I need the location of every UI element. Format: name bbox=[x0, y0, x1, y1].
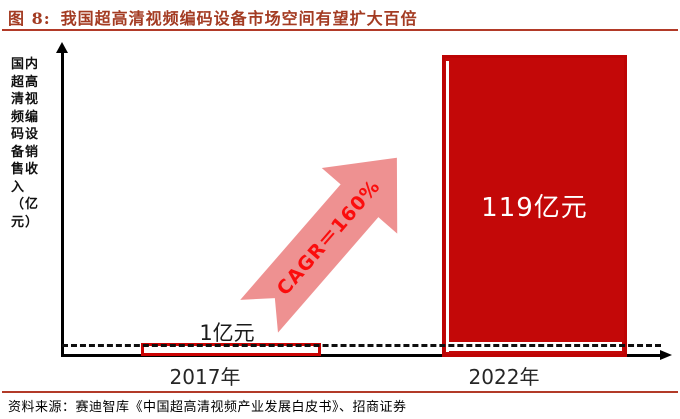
growth-arrow-icon: CAGR＝160% bbox=[240, 157, 398, 333]
y-axis-arrowhead-icon bbox=[56, 42, 68, 53]
bar-2017-value-label: 1亿元 bbox=[199, 321, 255, 345]
figure-title-row: 图 8: 我国超高清视频编码设备市场空间有望扩大百倍 bbox=[8, 5, 672, 29]
bottom-divider bbox=[2, 391, 678, 393]
bar-2022-highlight-stripe bbox=[446, 61, 449, 352]
chart-area: 国内 超高 清视 频编 码设 备销 售收 入 （亿 元） 119亿元 1亿元 C… bbox=[0, 34, 680, 389]
x-axis-arrowhead-icon bbox=[660, 350, 672, 360]
y-axis-line bbox=[61, 51, 64, 355]
bar-2022: 119亿元 bbox=[442, 55, 627, 357]
figure-label: 图 8: bbox=[8, 9, 51, 28]
y-axis-label: 国内 超高 清视 频编 码设 备销 售收 入 （亿 元） bbox=[11, 57, 40, 230]
x-axis-line bbox=[61, 354, 662, 357]
figure-title: 我国超高清视频编码设备市场空间有望扩大百倍 bbox=[60, 9, 418, 28]
cagr-annotation: CAGR＝160% bbox=[273, 176, 385, 300]
title-underline-divider bbox=[2, 29, 678, 31]
reference-dashed-line bbox=[62, 344, 661, 347]
bar-2022-value-label: 119亿元 bbox=[481, 193, 588, 223]
x-tick-label-2017: 2017年 bbox=[169, 365, 241, 389]
source-note: 资料来源：赛迪智库《中国超高清视频产业发展白皮书》、招商证券 bbox=[8, 400, 407, 415]
x-tick-label-2022: 2022年 bbox=[468, 365, 540, 389]
growth-arrow-shape bbox=[240, 157, 398, 333]
